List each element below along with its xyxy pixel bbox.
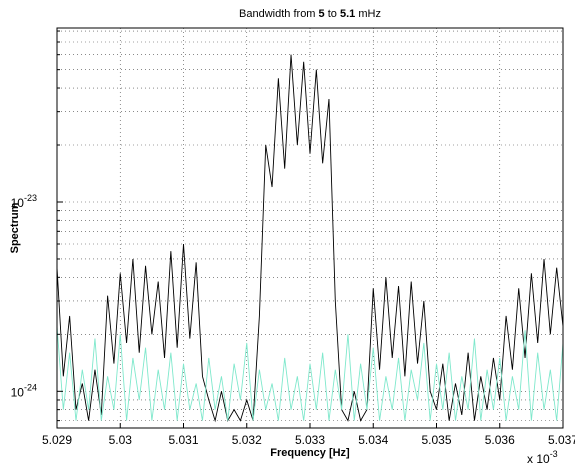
x-tick-label: 5.036: [485, 433, 515, 447]
x-tick-label: 5.034: [358, 433, 388, 447]
y-tick-label: 10-23: [11, 193, 37, 210]
x-multiplier-base: x 10: [527, 452, 550, 466]
title-part: 5: [319, 8, 325, 20]
x-tick-label: 5.032: [232, 433, 262, 447]
x-multiplier-exponent: -3: [550, 449, 558, 459]
title-part: to: [328, 8, 337, 20]
title-part: Bandwidth from: [239, 8, 315, 20]
y-tick-label-base: 10: [11, 385, 25, 399]
y-axis-label: Spectrum: [9, 202, 21, 253]
x-tick-label: 5.035: [421, 433, 451, 447]
x-tick-label: 5.033: [295, 433, 325, 447]
y-tick-label-exponent: -24: [24, 382, 37, 392]
x-tick-label: 5.037: [548, 433, 575, 447]
y-tick-label-exponent: -23: [24, 193, 37, 203]
title-part: mHz: [358, 8, 381, 20]
x-tick-label: 5.031: [168, 433, 198, 447]
title-part: 5.1: [340, 8, 355, 20]
chart-title: Bandwidth from 5 to 5.1 mHz: [239, 8, 381, 20]
y-tick-label-base: 10: [11, 196, 25, 210]
axes: 5.029 5.03 5.031 5.032 5.033 5.034 5.035 5.036 5…: [11, 30, 575, 447]
x-tick-label: 5.029: [42, 433, 72, 447]
x-multiplier: x 10-3: [527, 449, 558, 466]
plot-lines: [57, 54, 563, 423]
x-tick-label: 5.03: [109, 433, 133, 447]
spectrum-line: [57, 326, 563, 421]
y-tick-label: 10-24: [11, 382, 37, 399]
x-axis-label: Frequency [Hz]: [270, 447, 350, 459]
